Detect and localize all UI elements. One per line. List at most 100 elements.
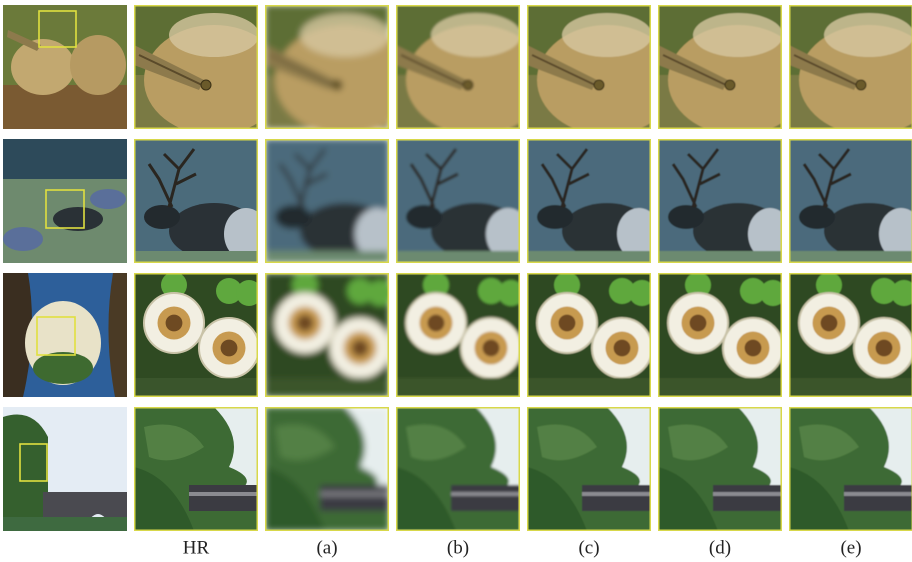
crop-image (134, 272, 262, 397)
column-label: (d) (709, 537, 731, 558)
head (668, 205, 704, 229)
center-dark (297, 315, 314, 332)
center-dark (559, 315, 576, 332)
full-image (3, 139, 127, 263)
head (799, 205, 835, 229)
crop-image (527, 139, 661, 263)
crop-image (527, 272, 655, 397)
column-label: (e) (840, 537, 861, 558)
crop-image (658, 5, 808, 135)
full-image (3, 407, 127, 531)
crop-content (527, 272, 655, 397)
ground (658, 251, 782, 263)
green-bud (629, 280, 655, 306)
crop-image (265, 5, 415, 135)
crop-content (134, 5, 284, 135)
center-dark (614, 340, 631, 357)
center-dark (690, 315, 707, 332)
trees (3, 415, 48, 532)
crop-image (396, 5, 546, 135)
center-dark (745, 340, 762, 357)
crop-image (396, 139, 530, 263)
comparison-figure: HR(a)(b)(c)(d)(e) (0, 0, 912, 562)
crop-image (527, 5, 677, 135)
center-dark (428, 315, 445, 332)
crop-content (396, 272, 524, 397)
ground (265, 251, 389, 263)
lower (789, 378, 912, 397)
bridge (844, 485, 912, 511)
crop-image (134, 139, 268, 263)
crop-image (789, 272, 912, 397)
bridge (582, 485, 651, 511)
fluff (169, 13, 259, 57)
crop-content (134, 407, 258, 531)
head (275, 205, 311, 229)
crop-image (265, 272, 393, 397)
full-image (3, 5, 127, 129)
center-dark (352, 340, 369, 357)
column-label: HR (183, 537, 210, 558)
crop-image (134, 407, 258, 531)
crop-image (396, 272, 524, 397)
crop-image (789, 407, 912, 531)
bridge-rail (451, 492, 520, 496)
bridge-rail (844, 492, 912, 496)
crop-content (658, 139, 792, 263)
bridge (189, 485, 258, 511)
bridge (713, 485, 782, 511)
center-dark (876, 340, 893, 357)
fluff (300, 13, 390, 57)
center-dark (483, 340, 500, 357)
column-label: (c) (578, 537, 599, 558)
center-dark (166, 315, 183, 332)
trees (3, 139, 127, 179)
crop-content (265, 139, 399, 263)
fluff (824, 13, 912, 57)
crop-content (396, 5, 546, 135)
water (3, 517, 127, 531)
crop-content (396, 407, 520, 531)
fluff (693, 13, 783, 57)
crop-content (789, 407, 912, 531)
lower (527, 378, 651, 397)
leaves (33, 352, 93, 384)
shrub (90, 189, 126, 209)
crop-image (789, 5, 912, 135)
eye (332, 80, 342, 90)
bird (70, 35, 126, 95)
crop-content (396, 139, 530, 263)
crop-content (789, 272, 912, 397)
crop-content (658, 272, 786, 397)
bridge-rail (713, 492, 782, 496)
crop-content (658, 5, 808, 135)
ground (527, 251, 651, 263)
crop-content (527, 139, 661, 263)
shrub (3, 227, 43, 251)
ground (396, 251, 520, 263)
crop-content (265, 407, 389, 531)
eye (463, 80, 473, 90)
crop-content (134, 139, 268, 263)
lower (396, 378, 520, 397)
fluff (431, 13, 521, 57)
ground (789, 251, 912, 263)
crop-image (265, 139, 399, 263)
crop-image (658, 139, 792, 263)
crop-image (789, 139, 912, 263)
bridge-rail (320, 492, 389, 496)
crop-image (396, 407, 520, 531)
eye (725, 80, 735, 90)
green-bud (498, 280, 524, 306)
page: HR(a)(b)(c)(d)(e) (() => { const data = … (0, 0, 912, 562)
lower (658, 378, 782, 397)
center-dark (821, 315, 838, 332)
crop-content (789, 139, 912, 263)
crop-content (527, 5, 677, 135)
eye (856, 80, 866, 90)
crop-image (658, 407, 782, 531)
crop-content (789, 5, 912, 135)
crop-image (527, 407, 651, 531)
bridge (320, 485, 389, 511)
crop-content (658, 407, 782, 531)
